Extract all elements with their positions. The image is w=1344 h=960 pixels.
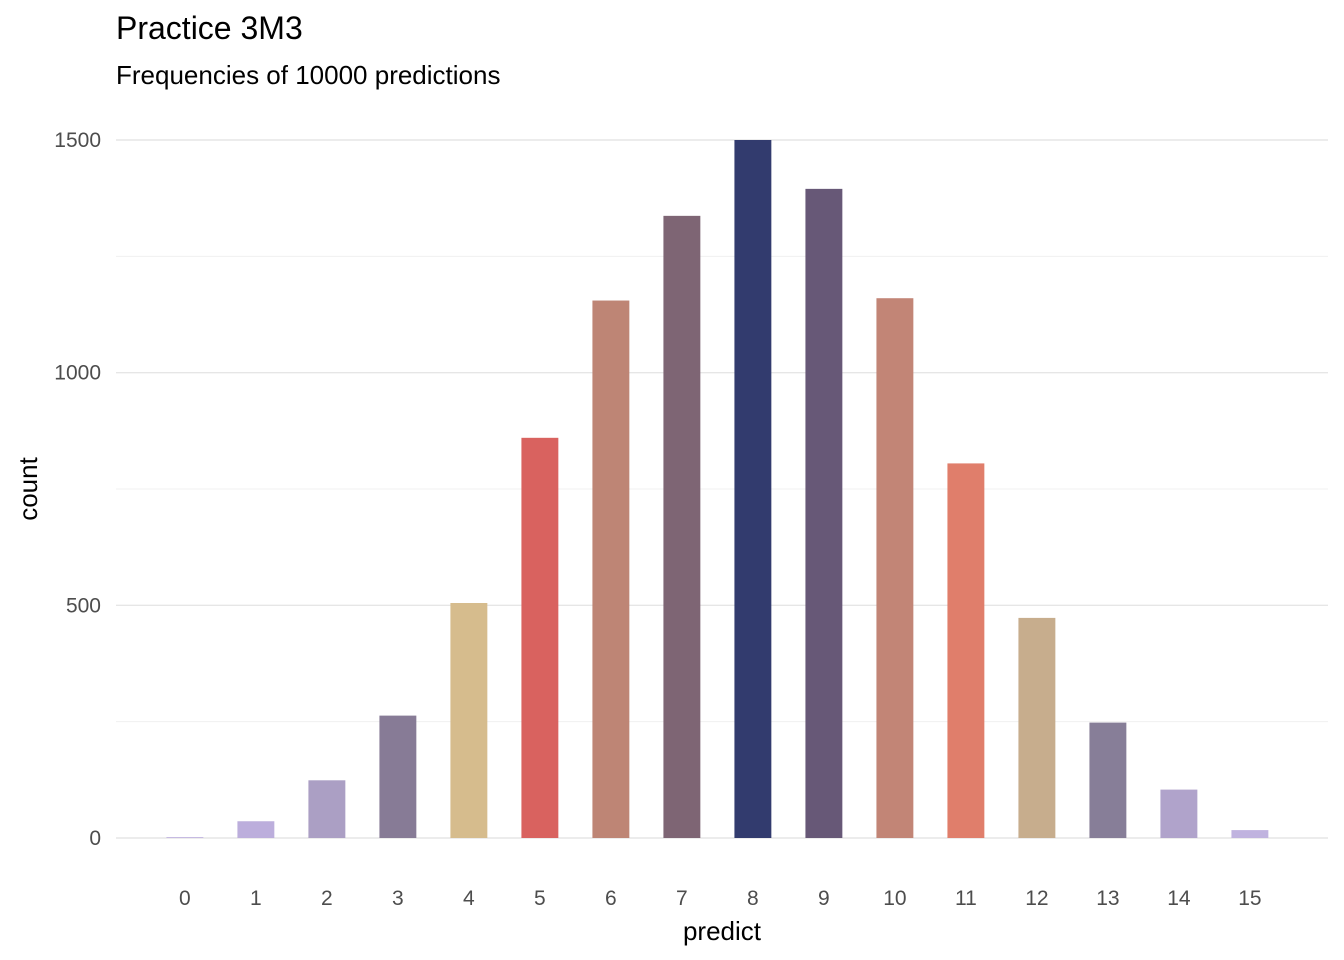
bar [1160,789,1198,838]
y-tick-labels: 0 500 1000 1500 [54,129,101,850]
bar [805,188,843,839]
x-tick-label: 3 [392,887,404,910]
chart-subtitle: Frequencies of 10000 predictions [116,60,501,90]
bar [876,298,914,838]
minor-gridlines [116,255,1328,723]
x-tick-label: 12 [1025,887,1048,910]
bar [592,300,630,838]
y-tick-label: 500 [66,594,101,617]
x-tick-label: 8 [747,887,759,910]
x-axis-title: predict [683,916,762,946]
chart-title: Practice 3M3 [116,10,303,46]
y-tick-label: 1000 [54,362,101,385]
bar [379,715,417,838]
bar [1231,830,1269,838]
y-tick-label: 0 [89,827,101,850]
x-tick-labels: 0 1 2 3 4 5 6 7 8 9 10 11 12 13 14 15 [179,887,1262,910]
bar [521,437,559,838]
bar [450,603,488,838]
x-tick-label: 1 [250,887,262,910]
x-tick-label: 0 [179,887,191,910]
x-tick-label: 13 [1096,887,1119,910]
y-tick-label: 1500 [54,129,101,152]
x-tick-label: 6 [605,887,617,910]
x-tick-label: 7 [676,887,688,910]
x-tick-label: 2 [321,887,333,910]
bar [166,837,204,838]
bar [237,821,275,838]
bar [1089,722,1127,838]
x-tick-label: 11 [955,887,977,910]
bar [734,140,772,838]
x-tick-label: 10 [883,887,906,910]
x-tick-label: 9 [818,887,830,910]
x-tick-label: 14 [1167,887,1191,910]
y-axis-title: count [13,456,43,520]
x-tick-label: 5 [534,887,546,910]
x-tick-label: 15 [1238,887,1261,910]
bar [663,215,701,838]
bars [166,140,1269,839]
bar [1018,617,1056,838]
bar [308,780,346,838]
x-tick-label: 4 [463,887,475,910]
bar [947,463,985,838]
